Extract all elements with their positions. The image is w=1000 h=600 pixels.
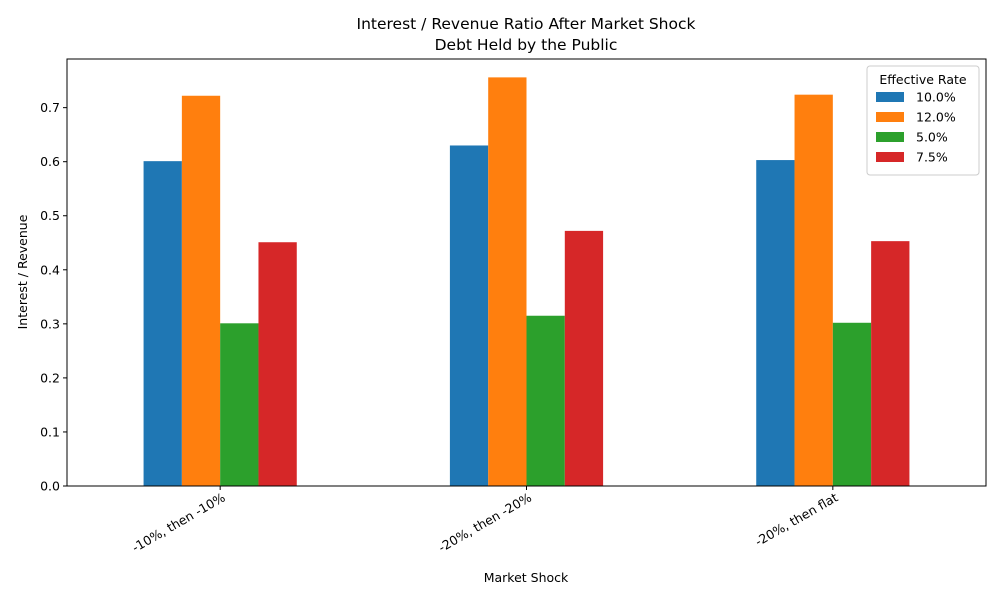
bar xyxy=(488,77,527,487)
bar xyxy=(526,315,565,486)
x-tick-label: -20%, then flat xyxy=(752,490,840,550)
bar xyxy=(143,161,182,486)
y-tick-label: 0.3 xyxy=(40,316,60,331)
y-tick-label: 0.6 xyxy=(40,154,60,169)
bar xyxy=(832,322,872,486)
legend-label: 10.0% xyxy=(916,90,956,105)
y-tick-label: 0.1 xyxy=(40,424,60,439)
bar xyxy=(258,242,297,486)
legend-title: Effective Rate xyxy=(879,72,966,87)
x-tick-label: -20%, then -20% xyxy=(436,490,534,556)
bar xyxy=(794,94,833,487)
bars-group xyxy=(143,77,910,487)
x-axis: -10%, then -10% -20%, then -20% -20%, then… xyxy=(129,486,840,555)
bar xyxy=(564,230,604,486)
chart-title: Interest / Revenue Ratio After Market Sh… xyxy=(357,15,696,33)
plot-frame xyxy=(66,58,987,487)
legend-swatch xyxy=(876,132,904,142)
bar xyxy=(756,160,795,486)
bar xyxy=(871,241,910,486)
x-tick-label: -10%, then -10% xyxy=(129,490,227,556)
y-tick-label: 0.4 xyxy=(40,262,60,277)
y-axis: 0.0 0.1 0.2 0.3 0.4 0.5 0.6 0.7 xyxy=(40,100,67,494)
legend: Effective Rate 10.0% 12.0% 5.0% 7.5% xyxy=(866,65,980,176)
bar xyxy=(220,323,259,486)
y-tick-label: 0.7 xyxy=(40,100,60,115)
y-tick-label: 0.0 xyxy=(40,479,60,494)
bar xyxy=(449,145,489,486)
x-axis-label: Market Shock xyxy=(484,570,569,585)
bar xyxy=(181,95,221,487)
legend-label: 5.0% xyxy=(916,130,948,145)
legend-swatch xyxy=(876,112,904,122)
y-axis-label: Interest / Revenue xyxy=(15,214,30,329)
legend-swatch xyxy=(876,152,904,162)
legend-label: 12.0% xyxy=(916,110,956,125)
legend-swatch xyxy=(876,92,904,102)
legend-label: 7.5% xyxy=(916,150,948,165)
chart-subtitle: Debt Held by the Public xyxy=(435,36,618,54)
y-tick-label: 0.5 xyxy=(40,208,60,223)
y-tick-label: 0.2 xyxy=(40,370,60,385)
